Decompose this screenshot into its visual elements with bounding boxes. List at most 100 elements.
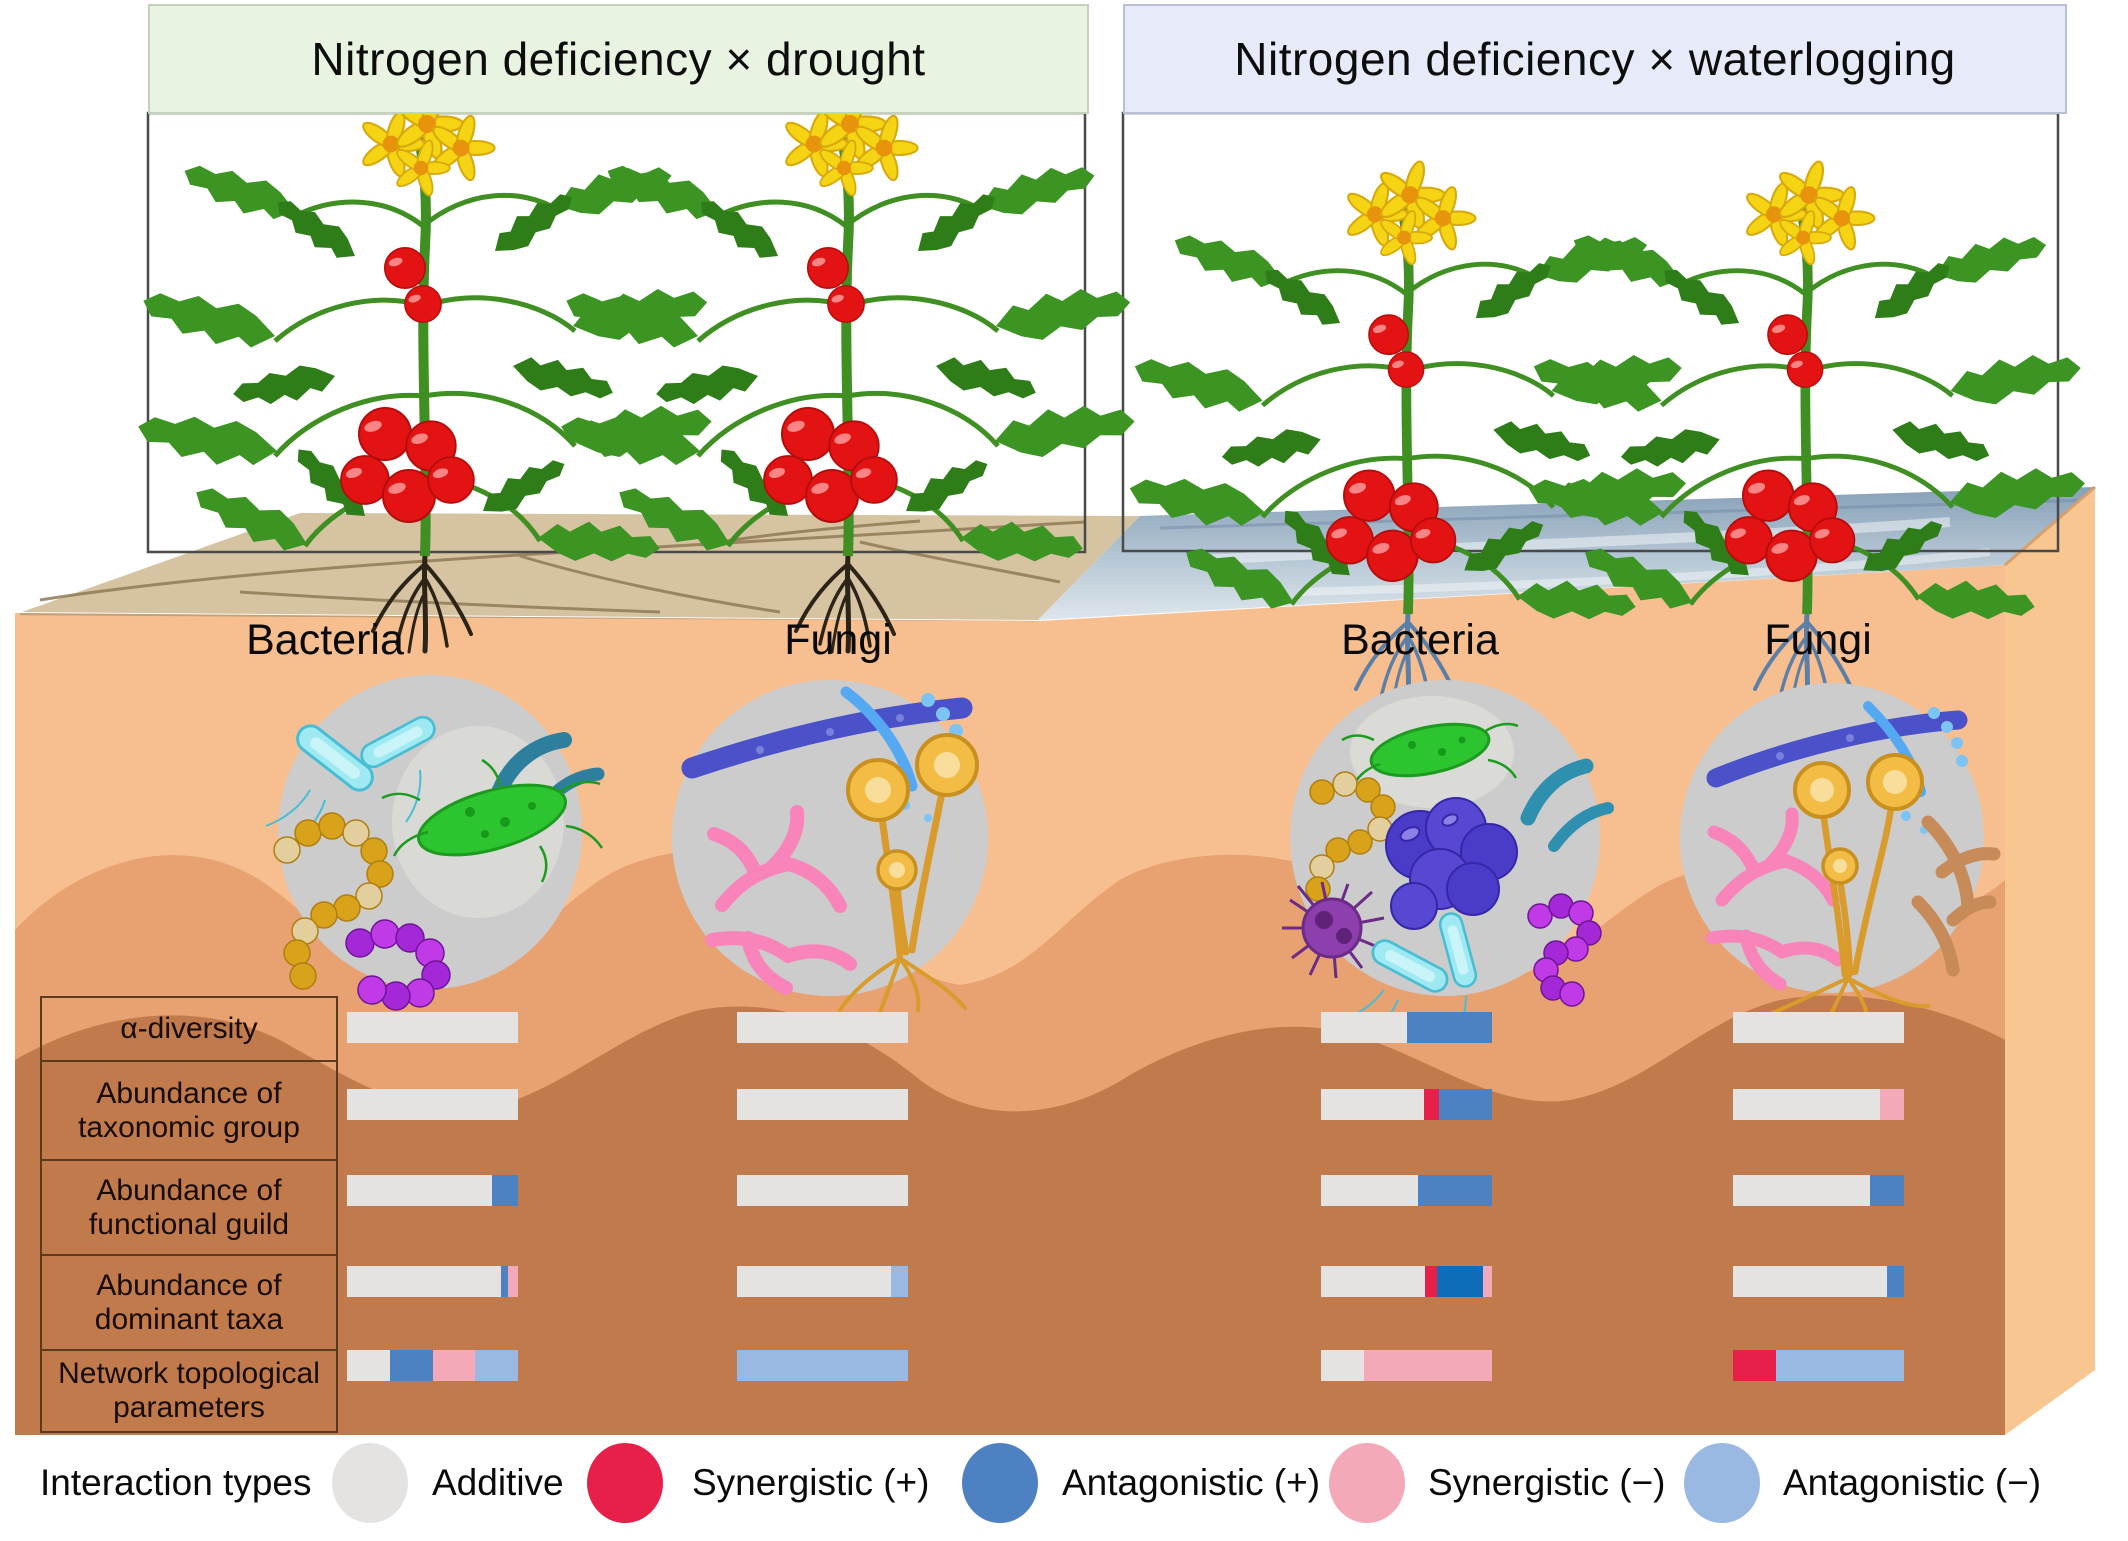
legend-swatch-additive [332,1443,408,1523]
aspergillus-icon [1768,753,1930,1022]
bar-segment-additive [347,1175,493,1206]
stacked-bar [1733,1266,1904,1297]
bar-segment-antagonistic_minus [737,1350,908,1381]
legend-item-synergistic-minus: Synergistic (−) [1428,1462,1666,1503]
legend-swatch-synergistic-plus [587,1443,663,1523]
stacked-bar [1321,1175,1492,1206]
row-label: α-diversity [120,1012,258,1045]
bar-segment-antagonistic_plus [1406,1012,1492,1043]
indigo-hypha-icon [681,686,973,822]
stacked-bar [347,1175,518,1206]
bar-segment-antagonistic_minus [475,1350,518,1381]
stacked-bar [737,1012,908,1043]
stacked-bar [1733,1012,1904,1043]
row-label: taxonomic group [78,1110,300,1144]
purple-spiky-microbe-icon [1282,881,1385,979]
stacked-bar [1321,1089,1492,1120]
bar-segment-antagonistic_plus [1418,1175,1492,1206]
stacked-bar [347,1089,518,1120]
column-label-fungi-drought: Fungi [784,616,892,664]
column-label-fungi-waterlogging: Fungi [1764,616,1872,664]
bar-segment-antagonistic_minus [890,1266,908,1297]
bar-segment-additive [737,1266,891,1297]
bar-segment-antagonistic_plus [492,1175,518,1206]
vibrio-bacteria-icon [1520,758,1614,852]
header-waterlogging: Nitrogen deficiency × waterlogging [1123,4,2067,114]
legend-swatch-synergistic-minus [1329,1443,1405,1523]
stacked-bar [1733,1089,1904,1120]
brown-hyphae-icon [1911,815,2001,977]
stacked-bar [347,1350,518,1381]
table-row-alpha-diversity: α-diversity [40,996,338,1062]
purple-coccus-chain-icon [345,919,451,1011]
bar-segment-additive [1733,1175,1870,1206]
pink-mycelium-icon [705,805,857,995]
row-label: dominant taxa [94,1302,284,1336]
row-label: Network topological [58,1357,320,1390]
row-label: Abundance of [96,1268,282,1302]
table-row-dominant-taxa: Abundance of dominant taxa [40,1254,338,1351]
bar-segment-additive [1321,1266,1426,1297]
stacked-bar [347,1012,518,1043]
stacked-bar [1733,1175,1904,1206]
stacked-bar [737,1266,908,1297]
bar-segment-synergistic_minus [1483,1266,1492,1297]
bar-segment-antagonistic_minus [1775,1350,1904,1381]
fungi-circle-waterlogging [1680,683,2001,1022]
bar-segment-synergistic_minus [1363,1350,1492,1381]
bar-segment-additive [1733,1012,1904,1043]
column-label-bacteria-waterlogging: Bacteria [1341,616,1499,664]
bar-segment-additive [1321,1175,1419,1206]
legend-item-antagonistic-plus: Antagonistic (+) [1062,1462,1321,1503]
column-label-bacteria-drought: Bacteria [246,616,404,664]
bar-segment-antagonistic_plus [1886,1266,1904,1297]
bar-segment-additive [347,1266,501,1297]
bar-segment-synergistic_minus [432,1350,476,1381]
legend-title: Interaction types [40,1462,312,1503]
row-label: Abundance of [96,1076,282,1110]
stacked-bar [737,1175,908,1206]
soil-right-face [2004,485,2096,1435]
bar-segment-synergistic_minus [507,1266,518,1297]
bar-segment-antagonistic_plus_deep [1437,1266,1484,1297]
stacked-bar [1733,1350,1904,1381]
bar-segment-additive [737,1175,908,1206]
bar-segment-antagonistic_plus [500,1266,508,1297]
stacked-bar [737,1089,908,1120]
green-bacterium-icon [381,758,604,883]
row-label: Abundance of [96,1173,282,1207]
bar-segment-synergistic_plus [1733,1350,1776,1381]
legend-item-antagonistic-minus: Antagonistic (−) [1783,1462,2042,1503]
row-label: parameters [113,1391,265,1424]
bar-segment-antagonistic_plus [389,1350,433,1381]
pink-mycelium-icon [1705,807,1845,991]
stacked-bar [1321,1266,1492,1297]
bar-segment-additive [737,1089,908,1120]
bacteria-circle-waterlogging [1282,680,1614,1043]
bar-segment-synergistic_plus [1425,1266,1438,1297]
fungi-circle-drought [672,680,988,1014]
purple-coccus-chain-icon [1527,893,1602,1007]
stacked-bar [347,1266,518,1297]
legend-item-synergistic-plus: Synergistic (+) [692,1462,930,1503]
table-row-network-parameters: Network topological parameters [40,1349,338,1433]
legend-item-additive: Additive [432,1462,564,1503]
aspergillus-icon [838,733,979,1014]
stacked-bar [1321,1350,1492,1381]
indigo-berry-cluster-icon [1385,797,1518,930]
bar-segment-additive [1733,1266,1887,1297]
table-row-taxonomic-group: Abundance of taxonomic group [40,1060,338,1161]
bar-segment-synergistic_minus [1880,1089,1904,1120]
bar-segment-additive [1321,1089,1424,1120]
bar-segment-antagonistic_plus [1438,1089,1492,1120]
bacteria-circle-drought [265,675,605,1011]
bar-segment-additive [347,1012,518,1043]
stacked-bar [1321,1012,1492,1043]
table-row-functional-guild: Abundance of functional guild [40,1159,338,1256]
row-label: functional guild [88,1207,290,1241]
header-drought: Nitrogen deficiency × drought [148,4,1089,114]
stacked-bar [737,1350,908,1381]
bar-segment-synergistic_plus [1423,1089,1439,1120]
